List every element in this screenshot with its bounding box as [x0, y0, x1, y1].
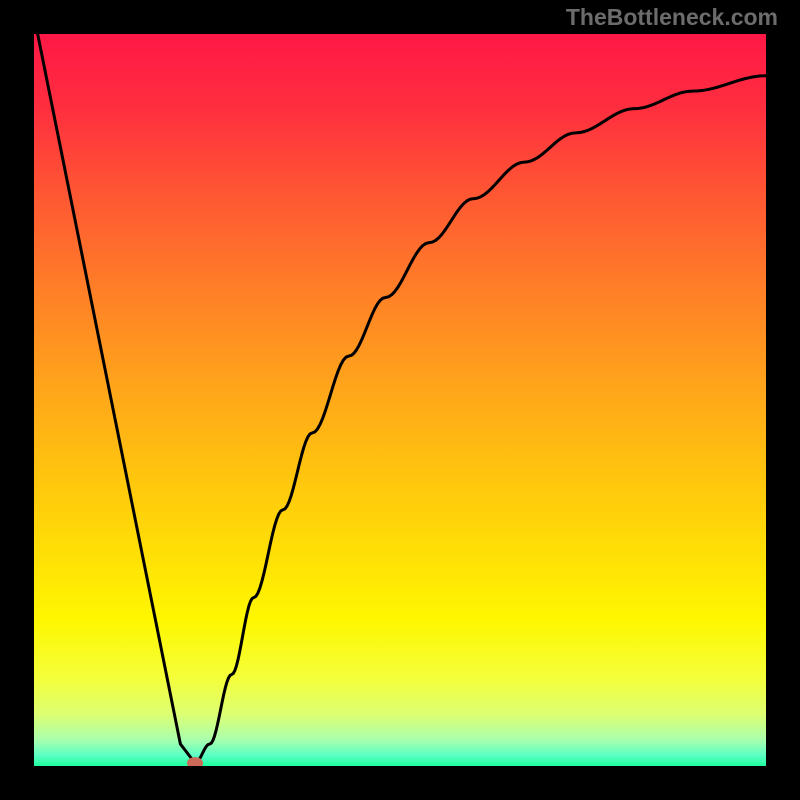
- gradient-background: [34, 34, 766, 766]
- plot-area: [34, 34, 766, 766]
- chart-frame: TheBottleneck.com: [0, 0, 800, 800]
- chart-svg: [34, 34, 766, 766]
- watermark-text: TheBottleneck.com: [566, 4, 778, 31]
